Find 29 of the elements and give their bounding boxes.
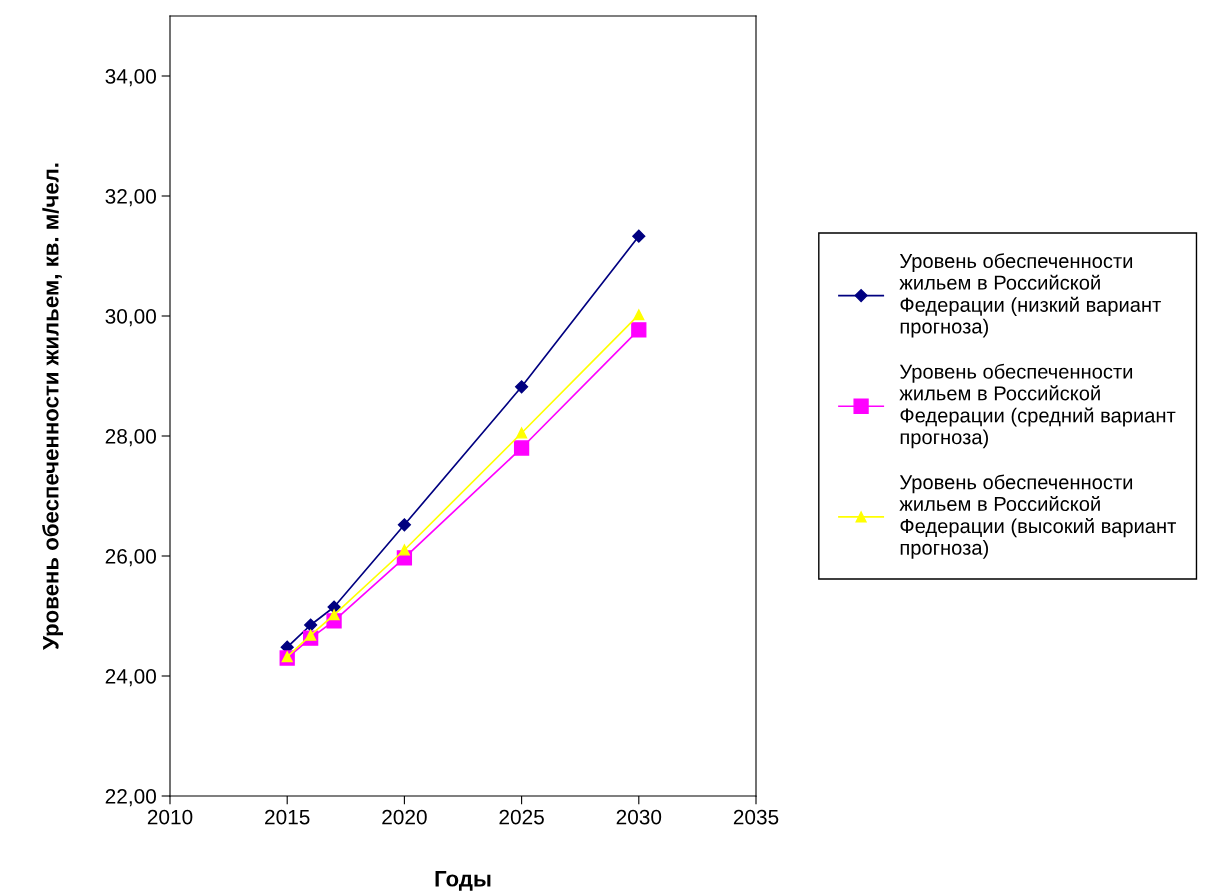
y-tick-label: 28,00 xyxy=(105,429,156,447)
y-tick-label: 26,00 xyxy=(105,549,156,567)
y-tick-label: 34,00 xyxy=(105,69,156,87)
legend-label: Уровень обеспеченности жильем в Российской Федерации (низкий вариант прогноза) xyxy=(899,253,1161,338)
x-axis-title: Годы xyxy=(435,871,491,891)
point xyxy=(305,629,317,641)
point xyxy=(633,309,645,321)
y-tick-label: 32,00 xyxy=(105,189,156,207)
point xyxy=(516,427,528,439)
point xyxy=(631,322,647,338)
x-tick-label: 2015 xyxy=(265,809,310,825)
point xyxy=(513,440,530,456)
legend-label: Уровень обеспеченности жильем в Российской Федерации (средний вариант прогноза) xyxy=(899,363,1176,449)
x-tick-label: 2025 xyxy=(499,809,544,825)
x-tick-label: 2010 xyxy=(147,809,193,825)
y-axis-title: Уровень обеспеченности жильем, кв. м/чел. xyxy=(42,163,64,650)
point xyxy=(304,618,318,632)
point xyxy=(398,544,410,556)
y-tick-label: 30,00 xyxy=(105,309,156,327)
point xyxy=(515,380,529,394)
y-tick-label: 22,00 xyxy=(105,789,156,807)
legend-label: Уровень обеспеченности жильем в Российской Федерации (высокий вариант прогноза) xyxy=(899,474,1177,559)
x-tick-label: 2030 xyxy=(616,809,662,825)
y-tick-label: 24,00 xyxy=(105,669,156,687)
point xyxy=(632,229,646,243)
point xyxy=(397,518,411,532)
x-tick-label: 2035 xyxy=(733,809,779,825)
x-tick-label: 2020 xyxy=(382,809,427,825)
point xyxy=(328,609,340,621)
